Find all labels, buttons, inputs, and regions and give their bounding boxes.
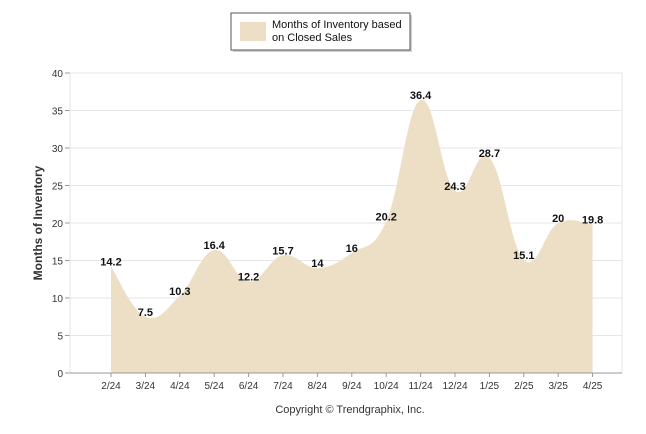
- x-tick-label: 2/25: [514, 381, 534, 392]
- y-tick-label: 40: [52, 69, 64, 80]
- x-tick-label: 4/25: [583, 381, 603, 392]
- y-tick-label: 35: [52, 107, 64, 118]
- data-label: 16.4: [203, 240, 225, 252]
- y-tick-label: 5: [57, 332, 63, 343]
- y-tick-label: 20: [52, 219, 64, 230]
- data-label: 28.7: [479, 148, 500, 160]
- data-label: 15.1: [513, 250, 534, 262]
- y-tick-labels: 0 5 10 15 20 25 30 35 40: [52, 69, 64, 380]
- x-tick-label: 5/24: [204, 381, 224, 392]
- data-label: 10.3: [169, 286, 190, 298]
- x-tick-label: 12/24: [442, 381, 467, 392]
- x-tick-label: 11/24: [408, 381, 433, 392]
- data-label: 19.8: [582, 215, 603, 227]
- x-tick-label: 6/24: [239, 381, 259, 392]
- data-label: 24.3: [444, 181, 465, 193]
- data-label: 7.5: [138, 307, 153, 319]
- x-tick-label: 3/25: [548, 381, 568, 392]
- x-tick-label: 4/24: [170, 381, 190, 392]
- copyright-text: Copyright © Trendgraphix, Inc.: [275, 404, 424, 416]
- x-tick-label: 1/25: [480, 381, 500, 392]
- data-label: 20.2: [375, 212, 396, 224]
- data-label: 20: [552, 213, 564, 225]
- data-label: 14: [311, 258, 324, 270]
- x-tick-label: 8/24: [308, 381, 328, 392]
- y-tick-label: 15: [52, 257, 64, 268]
- y-tick-label: 0: [57, 369, 63, 380]
- x-tick-label: 2/24: [101, 381, 121, 392]
- y-tick-label: 30: [52, 144, 64, 155]
- data-label: 16: [346, 243, 358, 255]
- data-label: 14.2: [100, 257, 121, 269]
- series-area: [111, 99, 593, 374]
- x-tick-label: 10/24: [374, 381, 399, 392]
- x-tick-label: 3/24: [136, 381, 156, 392]
- y-tick-label: 25: [52, 182, 64, 193]
- legend-swatch: [240, 22, 266, 41]
- y-axis-label: Months of Inventory: [31, 165, 45, 280]
- legend-label-line2: on Closed Sales: [272, 32, 353, 44]
- data-label: 36.4: [410, 90, 432, 102]
- x-tick-label: 7/24: [273, 381, 293, 392]
- legend-label-line1: Months of Inventory based: [272, 19, 402, 31]
- legend: Months of Inventory based on Closed Sale…: [230, 12, 412, 52]
- x-tick-label: 9/24: [342, 381, 362, 392]
- data-label: 12.2: [238, 272, 259, 284]
- y-tick-label: 10: [52, 294, 64, 305]
- data-label: 15.7: [272, 245, 293, 257]
- data-labels: 14.2 7.5 10.3 16.4 12.2 15.7 14 16 20.2 36.4 24.3 2…: [100, 90, 603, 319]
- x-tick-labels: 2/24 3/24 4/24 5/24 6/24 7/24 8/24 9/24 10/24 11/…: [101, 373, 603, 392]
